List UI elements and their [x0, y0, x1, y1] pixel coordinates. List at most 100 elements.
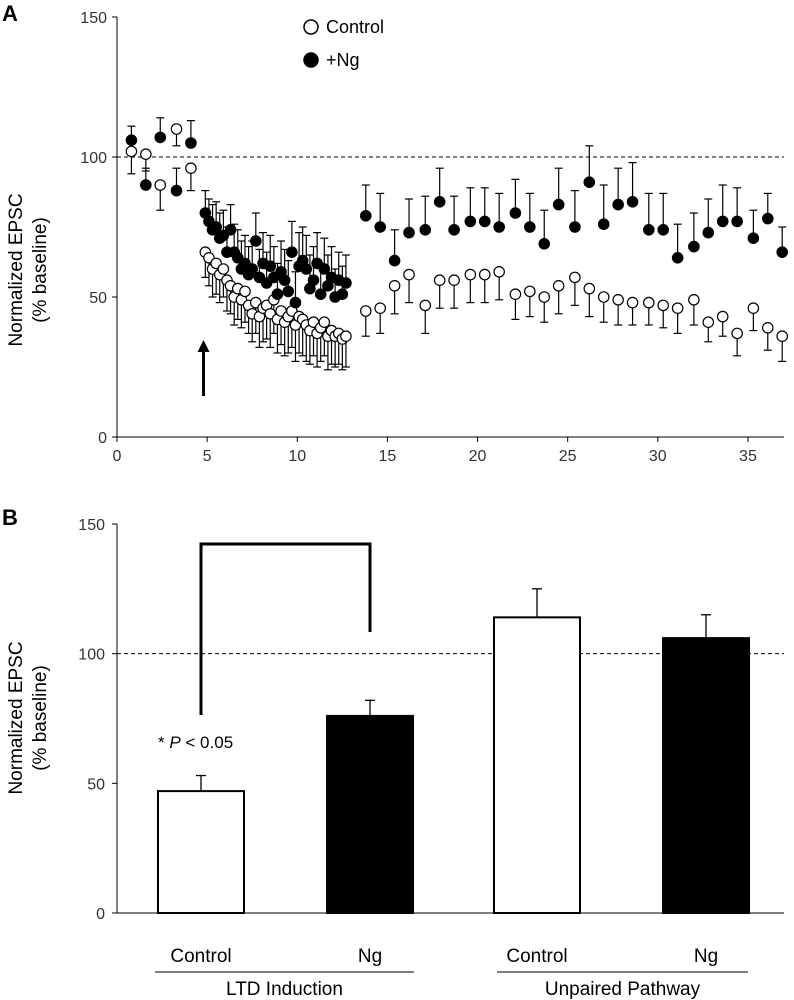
panel-a-xtick-label: 5 — [203, 448, 212, 465]
data-point — [524, 285, 536, 298]
panel-a-xtick-label: 10 — [288, 448, 306, 465]
data-point — [688, 293, 700, 306]
data-point — [569, 221, 581, 233]
data-point — [185, 137, 197, 149]
series-control — [125, 123, 788, 371]
data-point — [702, 316, 715, 328]
data-point — [716, 215, 729, 228]
data-point — [336, 288, 349, 300]
data-point — [761, 212, 774, 225]
panel-b-ylabel-line2: (% baseline) — [30, 665, 51, 771]
category-label: Ng — [358, 946, 382, 967]
data-point — [747, 302, 760, 314]
data-point — [538, 291, 551, 303]
data-point — [359, 305, 372, 317]
data-point — [716, 310, 729, 323]
data-point — [493, 265, 505, 278]
data-point — [140, 148, 152, 160]
category-label: Control — [170, 946, 231, 967]
data-point — [448, 274, 460, 286]
panel-a-xtick-label: 25 — [559, 448, 577, 465]
panel-a-ylabel-line2: (% baseline) — [30, 217, 51, 323]
data-point — [671, 251, 684, 264]
data-point — [125, 134, 138, 146]
category-label: Ng — [694, 946, 718, 967]
data-point — [612, 293, 624, 306]
panel-a-xtick-label: 35 — [739, 448, 757, 465]
category-label: Control — [506, 946, 567, 967]
legend-marker-ng — [303, 52, 319, 68]
panel-b-ytick-label: 50 — [87, 776, 105, 793]
data-point — [170, 123, 183, 135]
data-point — [552, 279, 565, 292]
data-point — [246, 263, 259, 275]
panel-a-ytick-label: 0 — [98, 430, 107, 447]
data-point — [448, 224, 460, 236]
significance-star: * — [158, 733, 169, 752]
data-point — [154, 131, 167, 144]
significance-p-value: < 0.05 — [181, 733, 233, 752]
panel-a-letter: A — [2, 1, 18, 26]
significance-label: * P < 0.05 — [158, 733, 233, 752]
panel-b-letter: B — [2, 505, 18, 530]
data-point — [612, 198, 624, 211]
data-point — [671, 302, 684, 314]
panel-a-ytick-label: 100 — [80, 150, 107, 167]
panel-b-ytick-label: 100 — [78, 647, 105, 664]
data-point — [419, 224, 432, 236]
data-point — [239, 285, 251, 298]
data-point — [374, 221, 386, 233]
panel-a-ytick-label: 150 — [80, 10, 107, 27]
data-point — [747, 232, 760, 244]
panel-a-xtick-label: 0 — [113, 448, 122, 465]
data-point — [170, 184, 183, 197]
panel-a-xtick-label: 20 — [469, 448, 487, 465]
data-point — [702, 226, 715, 239]
data-point — [509, 288, 522, 300]
stimulus-arrow — [197, 340, 210, 396]
data-point — [524, 221, 536, 233]
data-point — [307, 274, 320, 286]
arrow-head — [197, 340, 210, 352]
data-point — [478, 268, 491, 281]
data-point — [224, 224, 237, 236]
legend-label-ng: +Ng — [326, 50, 360, 70]
panel-b-bars — [157, 588, 750, 915]
data-point — [217, 263, 230, 275]
data-point — [478, 215, 491, 228]
panel-a-plot-area — [125, 117, 788, 371]
data-point — [300, 263, 313, 275]
panel-b-ytick-label: 150 — [78, 517, 105, 534]
data-point — [552, 198, 565, 211]
data-point — [140, 179, 152, 191]
bar — [326, 714, 414, 915]
data-point — [464, 215, 477, 228]
significance-p-letter: P — [169, 733, 181, 752]
panel-b-ytick-label: 0 — [96, 906, 105, 923]
data-point — [403, 268, 415, 281]
data-point — [433, 196, 446, 208]
panel-b-category-labels: Control Ng Control Ng LTD Induction Unpaired … — [155, 946, 748, 1000]
data-point — [374, 302, 386, 314]
data-point — [597, 218, 610, 230]
data-point — [657, 224, 670, 236]
data-point — [626, 196, 639, 208]
bar — [493, 616, 581, 914]
data-point — [388, 279, 401, 292]
data-point — [264, 260, 277, 272]
data-point — [642, 224, 655, 236]
data-point — [289, 296, 302, 309]
bar — [157, 790, 245, 915]
data-point — [464, 268, 477, 281]
data-point — [731, 327, 743, 340]
data-point — [185, 162, 197, 174]
panel-a-ylabel-line1: Normalized EPSC — [6, 193, 27, 346]
data-point — [493, 221, 505, 233]
data-point — [761, 321, 774, 334]
panel-a-xtick-label: 30 — [649, 448, 667, 465]
panel-a-xtick-label: 15 — [379, 448, 397, 465]
data-point — [125, 145, 138, 158]
data-point — [359, 210, 372, 222]
data-point — [314, 288, 327, 300]
